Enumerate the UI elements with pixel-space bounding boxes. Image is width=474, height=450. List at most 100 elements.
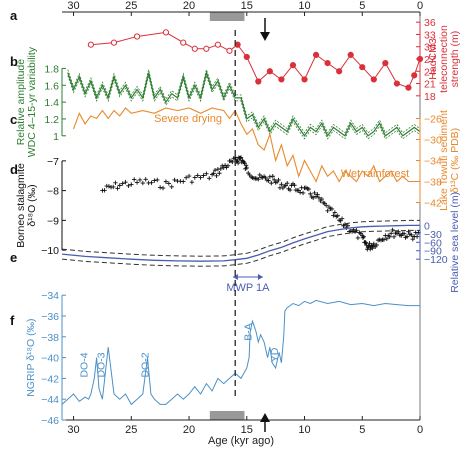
borneo-point [266, 178, 271, 183]
borneo-point [201, 173, 206, 178]
top-age-axis: 30 25 20 15 10 5 0 [62, 0, 423, 16]
borneo-point [374, 242, 379, 248]
sealevel-lower-band [61, 229, 420, 267]
panel-d-axis-label: δ¹⁸O (‰) [26, 184, 38, 226]
panel-letter-d: d [10, 162, 18, 177]
borneo-point [117, 183, 122, 188]
annotation-severe-drying: Severe drying [154, 113, 222, 125]
borneo-point [157, 185, 163, 190]
borneo-point [384, 236, 389, 241]
panel-b: b 1.8 1.6 1.4 1.2 1 Relative amplitude WDC 4–15… [10, 46, 421, 157]
borneo-point [131, 177, 137, 182]
borneo-point [279, 182, 284, 187]
borneo-point [366, 243, 371, 249]
panel-f-tick-label: −34 [41, 290, 59, 302]
borneo-point [207, 176, 212, 181]
panel-letter-e: e [10, 250, 17, 265]
mwp-left-arrow-icon [232, 274, 238, 280]
borneo-point [370, 245, 375, 251]
shaded-interval-bottom [209, 411, 245, 420]
panel-e-tick-label: 0 [424, 220, 430, 232]
panel-c-tick-label: −30 [424, 135, 442, 147]
hadcm3-point [393, 80, 401, 87]
hadcm3-point [411, 72, 418, 79]
borneo-point [198, 175, 203, 180]
borneo-point [137, 177, 143, 183]
panel-b-tick-label: 1.4 [44, 97, 59, 109]
borneo-point [111, 184, 116, 190]
borneo-point [354, 228, 359, 233]
bottom-tick-label: 15 [241, 424, 253, 436]
panel-d-tick-label: −8 [47, 186, 59, 198]
hadcm3-point [133, 33, 141, 40]
borneo-point [390, 227, 395, 233]
hadcm3-point [324, 59, 331, 67]
panel-letter-f: f [10, 313, 15, 328]
borneo-point [195, 173, 200, 178]
borneo-point [308, 191, 313, 197]
panel-a-tick-label: 36 [424, 17, 436, 29]
panel-c-tick-label: −38 [424, 177, 442, 189]
panel-a-axis-label: HadCM3 [427, 38, 439, 80]
borneo-point [140, 180, 146, 186]
panel-d-tick-label: −10 [41, 245, 59, 257]
borneo-point [361, 234, 366, 239]
borneo-point [256, 176, 261, 182]
borneo-point [329, 206, 335, 212]
panel-c-axis-label: δ¹³C (‰ PDB) [449, 128, 461, 193]
borneo-point [143, 177, 148, 182]
borneo-point [316, 195, 322, 200]
borneo-point [388, 231, 394, 236]
annotation-do-3: DO-3 [96, 352, 108, 377]
borneo-point [212, 167, 218, 173]
hadcm3-point [191, 45, 198, 52]
panel-letter-b: b [10, 54, 18, 69]
hadcm3-point [162, 29, 170, 36]
borneo-point [409, 232, 414, 238]
borneo-point [115, 186, 120, 191]
borneo-point [276, 177, 281, 183]
hadcm3-point [214, 41, 222, 48]
borneo-point [404, 234, 410, 239]
sealevel-line [61, 224, 420, 262]
panel-c-axis-label: Lake Towuti sediment [438, 110, 450, 211]
annotation-mwp-1a: MWP 1A [226, 282, 270, 294]
hadcm3-point [266, 68, 273, 75]
panel-f-tick-label: −36 [41, 311, 59, 323]
towuti-line [72, 107, 420, 183]
panel-c-tick-label: −26 [424, 114, 442, 126]
borneo-point [342, 222, 348, 227]
top-tick-label: 25 [125, 0, 137, 12]
borneo-point [391, 234, 397, 239]
borneo-point [310, 195, 316, 201]
borneo-point [152, 178, 157, 183]
wdc-upper-band [67, 68, 421, 134]
borneo-point [339, 216, 345, 221]
bottom-tick-label: 10 [298, 424, 310, 436]
borneo-point [134, 180, 140, 185]
panel-b-tick-label: 1 [53, 131, 59, 143]
annotation-do-4: DO-4 [78, 352, 90, 377]
bottom-tick-label: 5 [359, 424, 365, 436]
panel-b-tick-label: 1.8 [44, 63, 59, 75]
borneo-point [269, 180, 274, 186]
panel-f-tick-label: −46 [41, 415, 59, 427]
panel-e-tick-label: −60 [424, 237, 442, 249]
wdc-lower-band [67, 74, 421, 140]
hadcm3-point [382, 59, 389, 67]
borneo-point [183, 175, 189, 180]
panel-f-tick-label: −44 [41, 394, 59, 406]
hadcm3-point [278, 76, 285, 83]
borneo-point [315, 192, 320, 197]
borneo-point [181, 179, 186, 184]
panel-a-tick-label: 21 [424, 79, 436, 91]
borneo-point [123, 179, 128, 185]
panel-e: e −120−90−60−300 Relative sea level (m) MWP… [10, 192, 461, 294]
borneo-point [300, 190, 306, 196]
borneo-point [319, 196, 325, 202]
annotation-yd: YD [269, 347, 281, 362]
bottom-tick-label: 0 [417, 424, 423, 436]
panel-e-tick-label: −120 [424, 254, 448, 266]
